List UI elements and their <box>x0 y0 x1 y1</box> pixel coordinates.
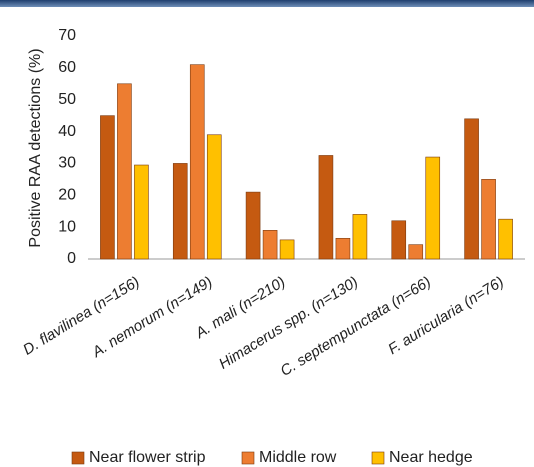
y-tick-label: 50 <box>58 91 76 108</box>
bar <box>352 214 368 260</box>
bar <box>189 64 205 260</box>
bar <box>318 155 334 260</box>
bar <box>408 244 424 260</box>
bar <box>245 191 261 260</box>
bar <box>262 230 278 260</box>
y-tick-label: 70 <box>58 27 76 44</box>
y-tick-label: 40 <box>58 123 76 140</box>
legend-swatch <box>371 451 385 465</box>
y-tick-label: 60 <box>58 59 76 76</box>
y-tick-label: 20 <box>58 187 76 204</box>
y-tick-label: 30 <box>58 155 76 172</box>
y-tick-label: 10 <box>58 218 76 235</box>
legend-label: Near flower strip <box>89 449 206 466</box>
bar <box>117 83 132 260</box>
x-tick-label: D. flavilinea (n=156) <box>20 273 143 358</box>
bar <box>425 156 441 260</box>
bar <box>464 118 479 260</box>
bar <box>481 179 496 260</box>
bar <box>206 134 222 260</box>
bar <box>391 220 407 260</box>
bar <box>498 218 513 260</box>
bar <box>279 239 295 260</box>
y-axis-title: Positive RAA detections (%) <box>27 48 44 247</box>
top-band <box>0 0 534 7</box>
bar <box>134 164 149 260</box>
legend-label: Middle row <box>259 449 337 466</box>
bar <box>100 115 115 260</box>
legend-swatch <box>241 451 255 465</box>
y-tick-label: 0 <box>67 250 76 267</box>
legend-swatch <box>71 451 85 465</box>
bar <box>172 163 188 260</box>
x-tick-label: A. nemorum (n=149) <box>89 273 216 361</box>
legend-label: Near hedge <box>389 449 473 466</box>
bar <box>335 237 351 260</box>
